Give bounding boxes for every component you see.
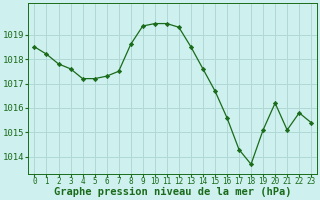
X-axis label: Graphe pression niveau de la mer (hPa): Graphe pression niveau de la mer (hPa) bbox=[54, 187, 292, 197]
